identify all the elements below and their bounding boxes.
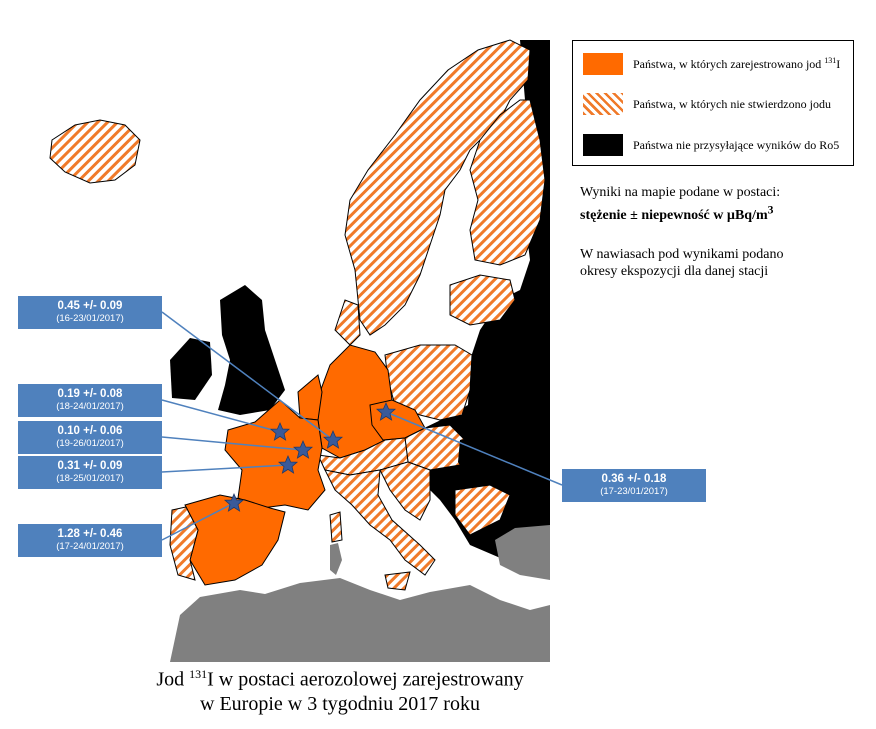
corsica-sardinia — [329, 511, 343, 543]
station-value: 0.36 +/- 0.18 — [601, 473, 667, 485]
italy — [324, 469, 436, 576]
station-value: 0.19 +/- 0.08 — [57, 388, 123, 400]
legend-label-not-detected: Państwa, w których nie stwierdzono jodu — [633, 96, 831, 111]
info-line-3: W nawiasach pod wynikami podano — [580, 247, 784, 262]
great-britain — [218, 285, 285, 415]
sicily — [384, 571, 411, 591]
poland — [384, 344, 473, 421]
ireland — [170, 338, 212, 400]
station-period: (17-24/01/2017) — [56, 541, 124, 552]
star-icon — [292, 439, 314, 459]
info-line-4: okresy ekspozycji dla danej stacji — [580, 264, 769, 279]
station-label-6: 0.36 +/- 0.18 (17-23/01/2017) — [562, 469, 706, 502]
star-icon — [375, 401, 397, 421]
turkey-land — [495, 525, 550, 580]
station-label-3: 0.10 +/- 0.06 (19-26/01/2017) — [18, 421, 162, 454]
station-label-1: 0.45 +/- 0.09 (16-23/01/2017) — [18, 296, 162, 329]
station-value: 0.10 +/- 0.06 — [57, 425, 123, 437]
station-period: (17-23/01/2017) — [600, 486, 668, 497]
romania — [458, 430, 520, 482]
station-period: (16-23/01/2017) — [56, 313, 124, 324]
legend-label-detected: Państwa, w których zarejestrowano jod 13… — [633, 56, 841, 71]
caption-line-1: Jod 131I w postaci aerozolowej zarejestr… — [156, 667, 524, 691]
station-label-2: 0.19 +/- 0.08 (18-24/01/2017) — [18, 384, 162, 417]
north-africa-land — [170, 578, 550, 662]
station-value: 0.45 +/- 0.09 — [57, 300, 123, 312]
legend-label-no-data: Państwa nie przysyłające wyników do Ro5 — [633, 137, 840, 152]
legend-item-not-detected: Państwa, w których nie stwierdzono jodu — [583, 93, 831, 115]
star-icon — [277, 454, 299, 474]
bulgaria-greece — [454, 484, 511, 536]
legend-swatch-no-data — [583, 134, 623, 156]
benelux — [297, 374, 323, 421]
star-icon — [269, 421, 291, 441]
station-connector-lines — [161, 311, 563, 541]
balkans-west — [379, 461, 431, 521]
baltics — [449, 274, 516, 326]
legend-item-detected: Państwa, w których zarejestrowano jod 13… — [583, 53, 840, 75]
finland — [469, 99, 546, 266]
map-caption: Jod 131I w postaci aerozolowej zarejestr… — [100, 662, 580, 716]
info-periods: W nawiasach pod wynikami podano okresy e… — [580, 246, 783, 280]
star-icon — [322, 429, 344, 449]
info-format: Wyniki na mapie podane w postaci: stężen… — [580, 184, 780, 224]
legend-swatch-not-detected — [583, 93, 623, 115]
station-period: (18-25/01/2017) — [56, 473, 124, 484]
denmark — [334, 299, 361, 346]
map-legend: Państwa, w których zarejestrowano jod 13… — [572, 40, 854, 166]
station-value: 1.28 +/- 0.46 — [57, 528, 123, 540]
star-icon — [223, 492, 245, 512]
sardinia-grey — [330, 543, 342, 575]
info-line-1: Wyniki na mapie podane w postaci: — [580, 185, 781, 200]
legend-item-no-data: Państwa nie przysyłające wyników do Ro5 — [583, 134, 839, 156]
info-line-2: stężenie ± niepewność w µBq/m3 — [580, 203, 774, 223]
station-label-4: 0.31 +/- 0.09 (18-25/01/2017) — [18, 456, 162, 489]
iceland — [49, 119, 141, 184]
eastern-europe-no-data — [375, 40, 550, 560]
station-value: 0.31 +/- 0.09 — [57, 460, 123, 472]
station-period: (18-24/01/2017) — [56, 401, 124, 412]
station-label-5: 1.28 +/- 0.46 (17-24/01/2017) — [18, 524, 162, 557]
legend-swatch-detected — [583, 53, 623, 75]
station-period: (19-26/01/2017) — [56, 438, 124, 449]
caption-line-2: w Europie w 3 tygodniu 2017 roku — [200, 692, 480, 715]
